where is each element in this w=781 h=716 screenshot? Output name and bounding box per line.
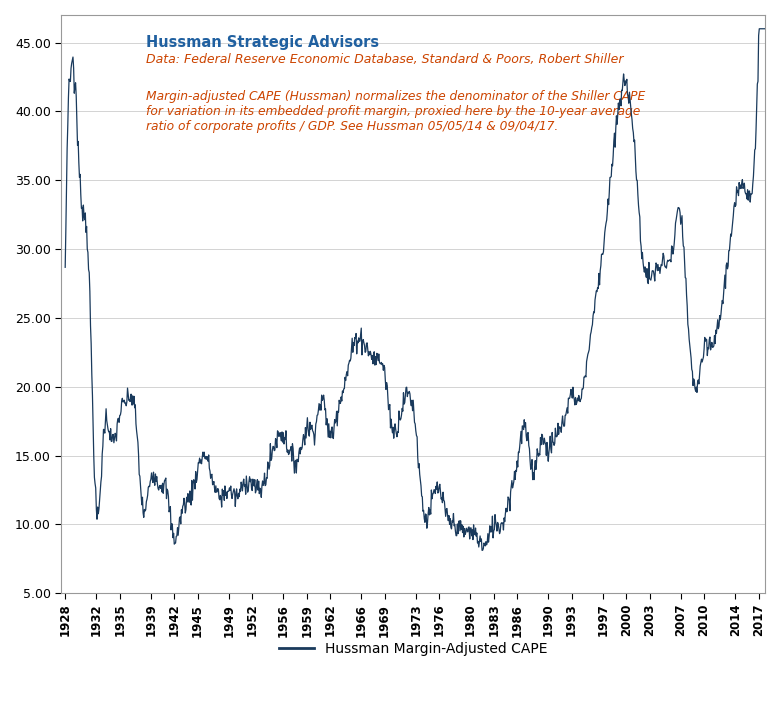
Text: Margin-adjusted CAPE (Hussman) normalizes the denominator of the Shiller CAPE
fo: Margin-adjusted CAPE (Hussman) normalize… [146,90,645,133]
Text: Hussman Strategic Advisors: Hussman Strategic Advisors [146,35,379,50]
Legend: Hussman Margin-Adjusted CAPE: Hussman Margin-Adjusted CAPE [273,637,553,662]
Text: Data: Federal Reserve Economic Database, Standard & Poors, Robert Shiller: Data: Federal Reserve Economic Database,… [146,52,623,66]
